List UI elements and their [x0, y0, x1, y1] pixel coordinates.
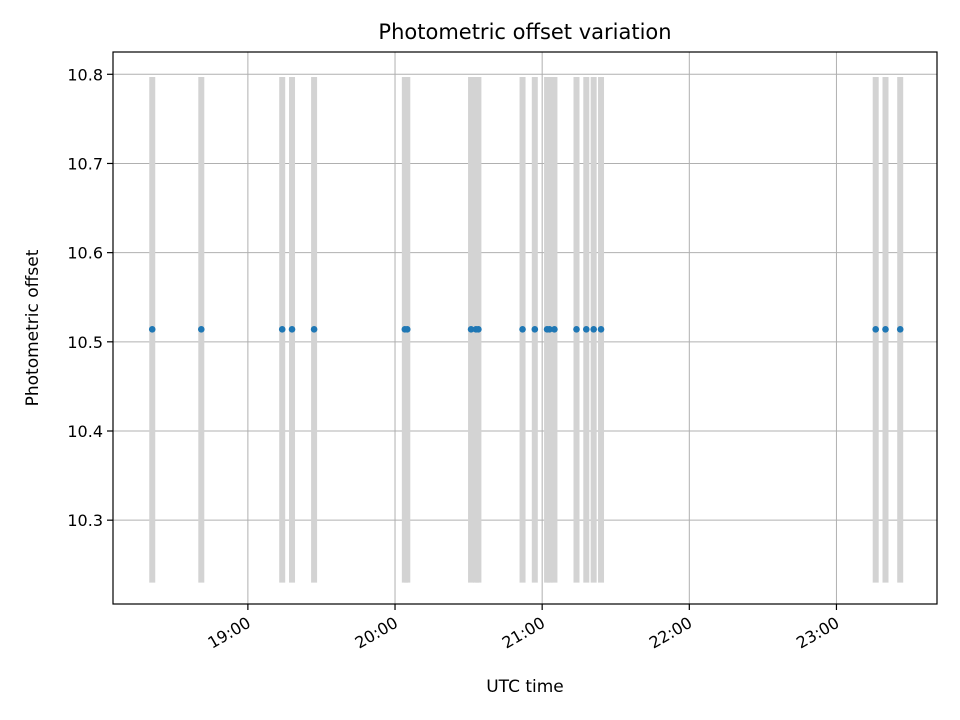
data-point — [310, 326, 318, 333]
data-point — [197, 326, 205, 333]
data-point — [531, 326, 539, 333]
data-point — [475, 326, 482, 333]
data-point — [288, 326, 296, 333]
data-point — [590, 326, 597, 333]
plot-frame — [112, 51, 938, 605]
data-point — [597, 326, 605, 333]
y-tick-label: 10.6 — [67, 244, 103, 263]
data-point — [551, 326, 558, 333]
y-tick-label: 10.4 — [67, 422, 103, 441]
data-point — [573, 326, 580, 333]
chart-title: Photometric offset variation — [378, 20, 671, 44]
data-points — [148, 326, 904, 333]
y-tick-label: 10.8 — [67, 65, 103, 84]
y-axis: 10.3 10.4 10.5 10.6 10.7 10.8 — [67, 65, 113, 530]
y-axis-label: Photometric offset — [23, 249, 43, 406]
x-axis-label: UTC time — [486, 677, 564, 697]
data-point — [546, 326, 553, 333]
data-point — [278, 326, 286, 333]
data-point — [872, 326, 879, 333]
y-tick-label: 10.5 — [67, 333, 103, 352]
data-point — [583, 326, 590, 333]
data-point — [148, 326, 156, 333]
data-point — [896, 326, 904, 333]
y-tick-label: 10.7 — [67, 154, 103, 173]
data-point — [403, 326, 411, 333]
y-tick-label: 10.3 — [67, 511, 103, 530]
data-point — [882, 326, 889, 333]
data-point — [467, 326, 475, 333]
data-point — [519, 326, 526, 333]
